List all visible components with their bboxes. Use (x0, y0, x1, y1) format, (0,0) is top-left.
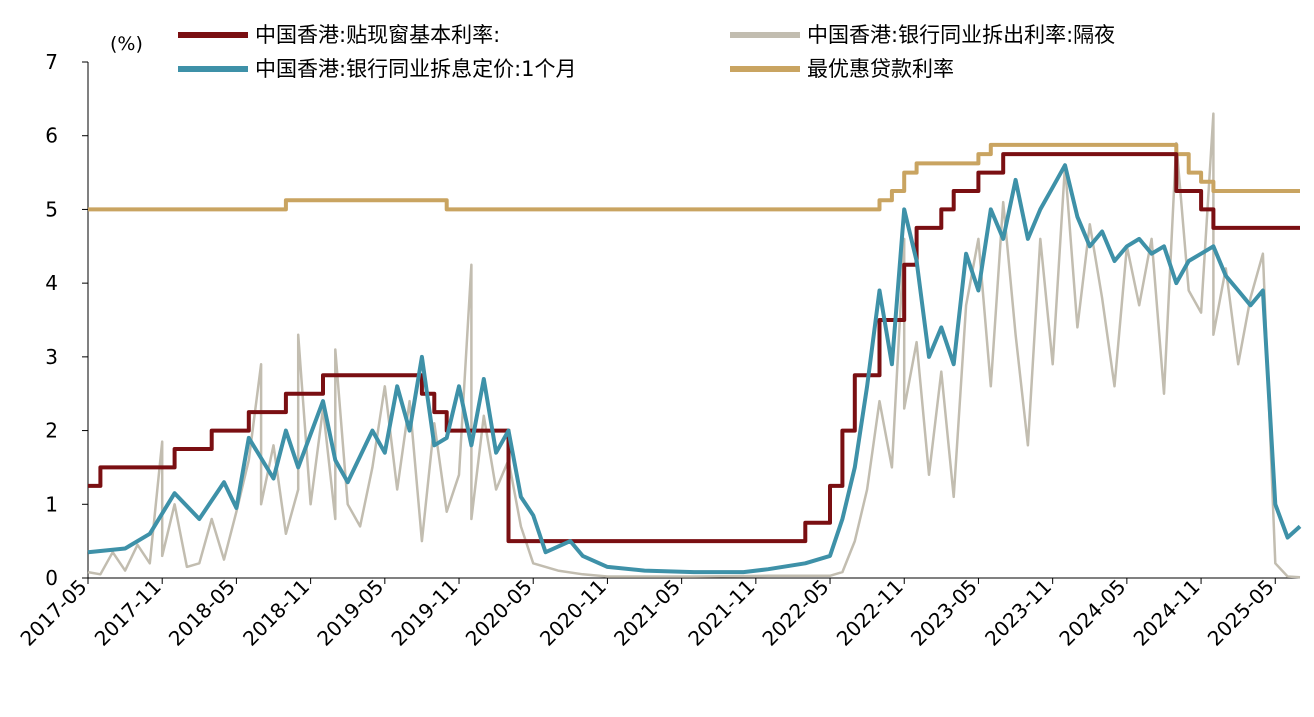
x-tick-label: 2023-11 (980, 575, 1056, 651)
x-tick-label: 2019-05 (312, 575, 388, 651)
series-layer (87, 112, 1302, 579)
y-tick-label: 5 (45, 197, 58, 221)
legend-label-hibor-1m: 中国香港:银行同业拆息定价:1个月 (255, 57, 577, 81)
x-tick-label: 2017-11 (90, 575, 166, 651)
x-tick-label: 2022-11 (832, 575, 908, 651)
legend-item-prime-rate: 最优惠贷款利率 (730, 57, 954, 81)
x-tick-label: 2024-05 (1054, 575, 1130, 651)
series-line-hibor-overnight (87, 112, 1301, 579)
x-tick-label: 2021-05 (609, 575, 685, 651)
y-tick-label: 0 (45, 566, 58, 590)
y-tick-label: 7 (45, 50, 58, 74)
y-tick-label: 3 (45, 345, 58, 369)
chart-axes: 012345672017-052017-112018-052018-112019… (15, 50, 1300, 651)
series-line-hibor-1m (87, 163, 1302, 575)
y-tick-label: 1 (45, 492, 58, 516)
y-axis-unit-label: (%) (110, 33, 143, 55)
y-tick-label: 4 (45, 271, 58, 295)
x-tick-label: 2021-11 (683, 575, 759, 651)
x-tick-label: 2019-11 (386, 575, 462, 651)
y-tick-label: 2 (45, 419, 58, 443)
x-tick-label: 2018-05 (164, 575, 240, 651)
x-tick-label: 2025-05 (1203, 575, 1279, 651)
x-tick-label: 2022-05 (758, 575, 834, 651)
x-tick-label: 2020-05 (461, 575, 537, 651)
chart-legend: 中国香港:贴现窗基本利率: 中国香港:银行同业拆息定价:1个月 中国香港:银行同… (178, 23, 1115, 81)
x-tick-label: 2020-11 (535, 575, 611, 651)
legend-label-discount-window: 中国香港:贴现窗基本利率: (255, 23, 500, 47)
x-tick-label: 2023-05 (906, 575, 982, 651)
legend-item-discount-window: 中国香港:贴现窗基本利率: (178, 23, 500, 47)
x-tick-label: 2018-11 (238, 575, 314, 651)
x-tick-label: 2024-11 (1129, 575, 1205, 651)
legend-label-hibor-overnight: 中国香港:银行同业拆出利率:隔夜 (807, 23, 1115, 47)
series-line-prime-rate (88, 142, 1300, 212)
legend-label-prime-rate: 最优惠贷款利率 (807, 57, 954, 81)
legend-item-hibor-overnight: 中国香港:银行同业拆出利率:隔夜 (730, 23, 1115, 47)
series-line-discount-window (88, 152, 1300, 544)
legend-item-hibor-1m: 中国香港:银行同业拆息定价:1个月 (178, 57, 577, 81)
y-tick-label: 6 (45, 124, 58, 148)
